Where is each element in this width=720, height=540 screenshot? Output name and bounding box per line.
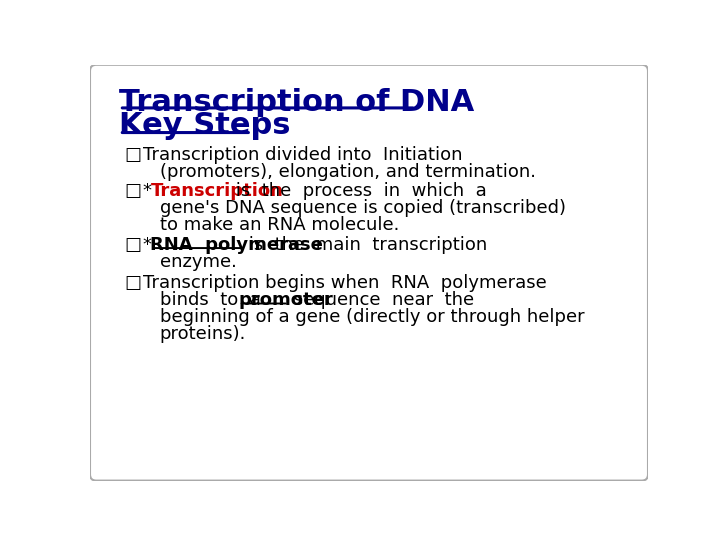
Text: □: □: [124, 146, 141, 164]
Text: □: □: [124, 236, 141, 254]
Text: Key Steps: Key Steps: [120, 111, 291, 140]
Text: promoter: promoter: [239, 291, 333, 309]
Text: □: □: [124, 274, 141, 292]
Text: □: □: [124, 182, 141, 200]
Text: RNA  polymerase: RNA polymerase: [150, 236, 323, 254]
Text: beginning of a gene (directly or through helper: beginning of a gene (directly or through…: [160, 308, 585, 326]
Text: *: *: [143, 182, 152, 200]
Text: Transcription: Transcription: [150, 182, 284, 200]
Text: gene's DNA sequence is copied (transcribed): gene's DNA sequence is copied (transcrib…: [160, 199, 566, 217]
Text: is  the  process  in  which  a: is the process in which a: [230, 182, 487, 200]
Text: Transcription of DNA: Transcription of DNA: [120, 88, 474, 117]
Text: proteins).: proteins).: [160, 325, 246, 343]
Text: is  the  main  transcription: is the main transcription: [243, 236, 487, 254]
Text: Transcription divided into  Initiation: Transcription divided into Initiation: [143, 146, 462, 164]
FancyBboxPatch shape: [90, 65, 648, 481]
Text: *: *: [143, 236, 152, 254]
Text: Transcription begins when  RNA  polymerase: Transcription begins when RNA polymerase: [143, 274, 546, 292]
Text: to make an RNA molecule.: to make an RNA molecule.: [160, 215, 399, 234]
Text: enzyme.: enzyme.: [160, 253, 237, 271]
Text: (promoters), elongation, and termination.: (promoters), elongation, and termination…: [160, 163, 536, 180]
Text: sequence  near  the: sequence near the: [289, 291, 474, 309]
Text: binds  to  a: binds to a: [160, 291, 272, 309]
